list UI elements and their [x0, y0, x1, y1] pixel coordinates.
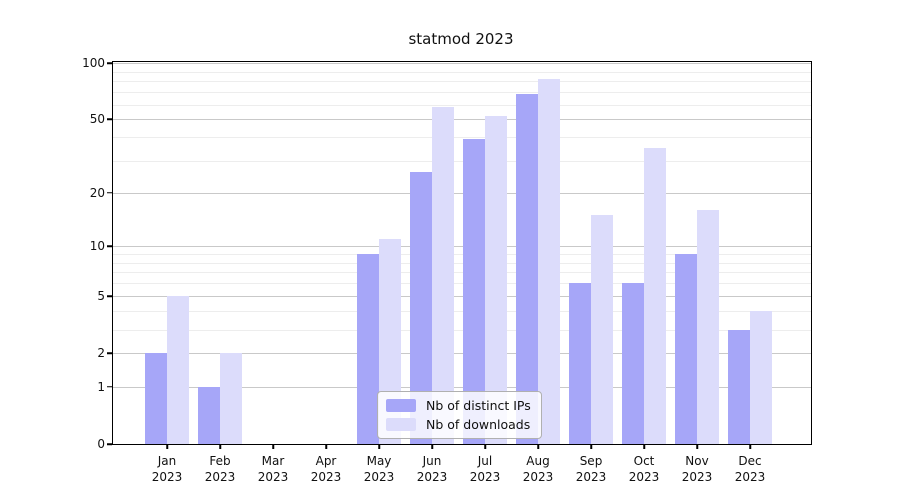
- x-axis-tick-mark: [378, 444, 380, 449]
- chart-title: statmod 2023: [408, 30, 514, 48]
- gridline-minor: [113, 283, 811, 285]
- x-axis-tick-mark: [643, 444, 645, 449]
- x-axis-tick-mark: [431, 444, 433, 449]
- y-axis-tick-mark: [107, 352, 112, 355]
- gridline-major: [113, 119, 811, 121]
- y-axis-tick-label: 20: [89, 185, 105, 200]
- y-axis-tick-label: 1: [97, 379, 105, 394]
- gridline-major: [113, 386, 811, 388]
- legend-swatch-downloads: [386, 418, 416, 431]
- bar-downloads: [432, 107, 454, 444]
- y-axis-tick-label: 50: [89, 112, 105, 127]
- legend-item-downloads: Nb of downloads: [386, 417, 531, 432]
- bar-downloads: [750, 311, 772, 444]
- x-axis-tick-label: Nov 2023: [681, 454, 713, 484]
- bar-distinct-ips: [145, 353, 167, 444]
- y-axis-tick-label: 2: [97, 346, 105, 361]
- gridline-minor: [113, 272, 811, 274]
- gridline-major: [113, 296, 811, 298]
- x-axis-tick-mark: [325, 444, 327, 449]
- bar-distinct-ips: [569, 283, 591, 444]
- bar-distinct-ips: [675, 253, 697, 444]
- x-axis-tick-label: Jun 2023: [416, 454, 448, 484]
- gridline-major: [113, 63, 811, 64]
- x-axis-tick-mark: [166, 444, 168, 449]
- gridline-minor: [113, 71, 811, 73]
- bar-downloads: [220, 353, 242, 444]
- bar-distinct-ips: [622, 283, 644, 444]
- x-axis-tick-mark: [749, 444, 751, 449]
- x-axis-tick-mark: [219, 444, 221, 449]
- bar-distinct-ips: [728, 329, 750, 444]
- gridline-minor: [113, 92, 811, 94]
- y-axis-tick-mark: [107, 191, 112, 194]
- gridline-minor: [113, 137, 811, 139]
- bar-distinct-ips: [357, 253, 379, 444]
- y-axis-tick-label: 5: [97, 289, 105, 304]
- gridline-minor: [113, 104, 811, 106]
- x-axis-tick-label: Jan 2023: [151, 454, 183, 484]
- bar-distinct-ips: [410, 171, 432, 444]
- y-axis-tick-mark: [107, 118, 112, 121]
- x-axis-tick-label: Apr 2023: [310, 454, 342, 484]
- y-axis-tick-mark: [107, 62, 112, 64]
- bar-downloads: [591, 215, 613, 444]
- gridline-major: [113, 353, 811, 355]
- legend: Nb of distinct IPs Nb of downloads: [377, 391, 542, 439]
- gridline-major: [113, 192, 811, 194]
- x-axis-tick-mark: [484, 444, 486, 449]
- y-axis-tick-mark: [107, 443, 112, 445]
- bar-downloads: [538, 79, 560, 444]
- bar-distinct-ips: [516, 94, 538, 444]
- x-axis-tick-label: Dec 2023: [734, 454, 766, 484]
- y-axis-tick-label: 10: [89, 239, 105, 254]
- x-axis-tick-mark: [272, 444, 274, 449]
- x-axis-tick-label: May 2023: [363, 454, 395, 484]
- legend-swatch-ips: [386, 399, 416, 412]
- y-axis-tick-label: 0: [97, 437, 105, 451]
- gridline-minor: [113, 160, 811, 162]
- bar-distinct-ips: [198, 386, 220, 444]
- y-axis-tick-label: 100: [82, 56, 105, 70]
- gridline-major: [113, 246, 811, 248]
- x-axis-tick-label: Aug 2023: [522, 454, 554, 484]
- x-axis-tick-label: Mar 2023: [257, 454, 289, 484]
- legend-item-distinct-ips: Nb of distinct IPs: [386, 398, 531, 413]
- gridline-minor: [113, 81, 811, 83]
- x-axis-tick-mark: [537, 444, 539, 449]
- x-axis-tick-label: Jul 2023: [469, 454, 501, 484]
- legend-label-downloads: Nb of downloads: [426, 417, 531, 432]
- bar-distinct-ips: [463, 139, 485, 444]
- x-axis-tick-label: Sep 2023: [575, 454, 607, 484]
- gridline-minor: [113, 329, 811, 331]
- bar-downloads: [697, 210, 719, 444]
- x-axis-tick-mark: [590, 444, 592, 449]
- gridline-minor: [113, 253, 811, 255]
- bar-downloads: [167, 296, 189, 444]
- legend-label-distinct-ips: Nb of distinct IPs: [426, 398, 531, 413]
- x-axis-tick-mark: [696, 444, 698, 449]
- x-axis-tick-label: Oct 2023: [628, 454, 660, 484]
- bar-downloads: [485, 116, 507, 444]
- plot-area: 0 1 2 5 10 20 50 100 Jan 2023 Feb 2023 Mar 2023 Apr 20…: [82, 56, 812, 484]
- gridline-minor: [113, 311, 811, 313]
- gridline-minor: [113, 262, 811, 264]
- y-axis-tick-mark: [107, 245, 112, 247]
- y-axis-tick-mark: [107, 386, 112, 388]
- x-axis-tick-label: Feb 2023: [204, 454, 236, 484]
- y-axis-tick-mark: [107, 295, 112, 297]
- bar-downloads: [644, 148, 666, 444]
